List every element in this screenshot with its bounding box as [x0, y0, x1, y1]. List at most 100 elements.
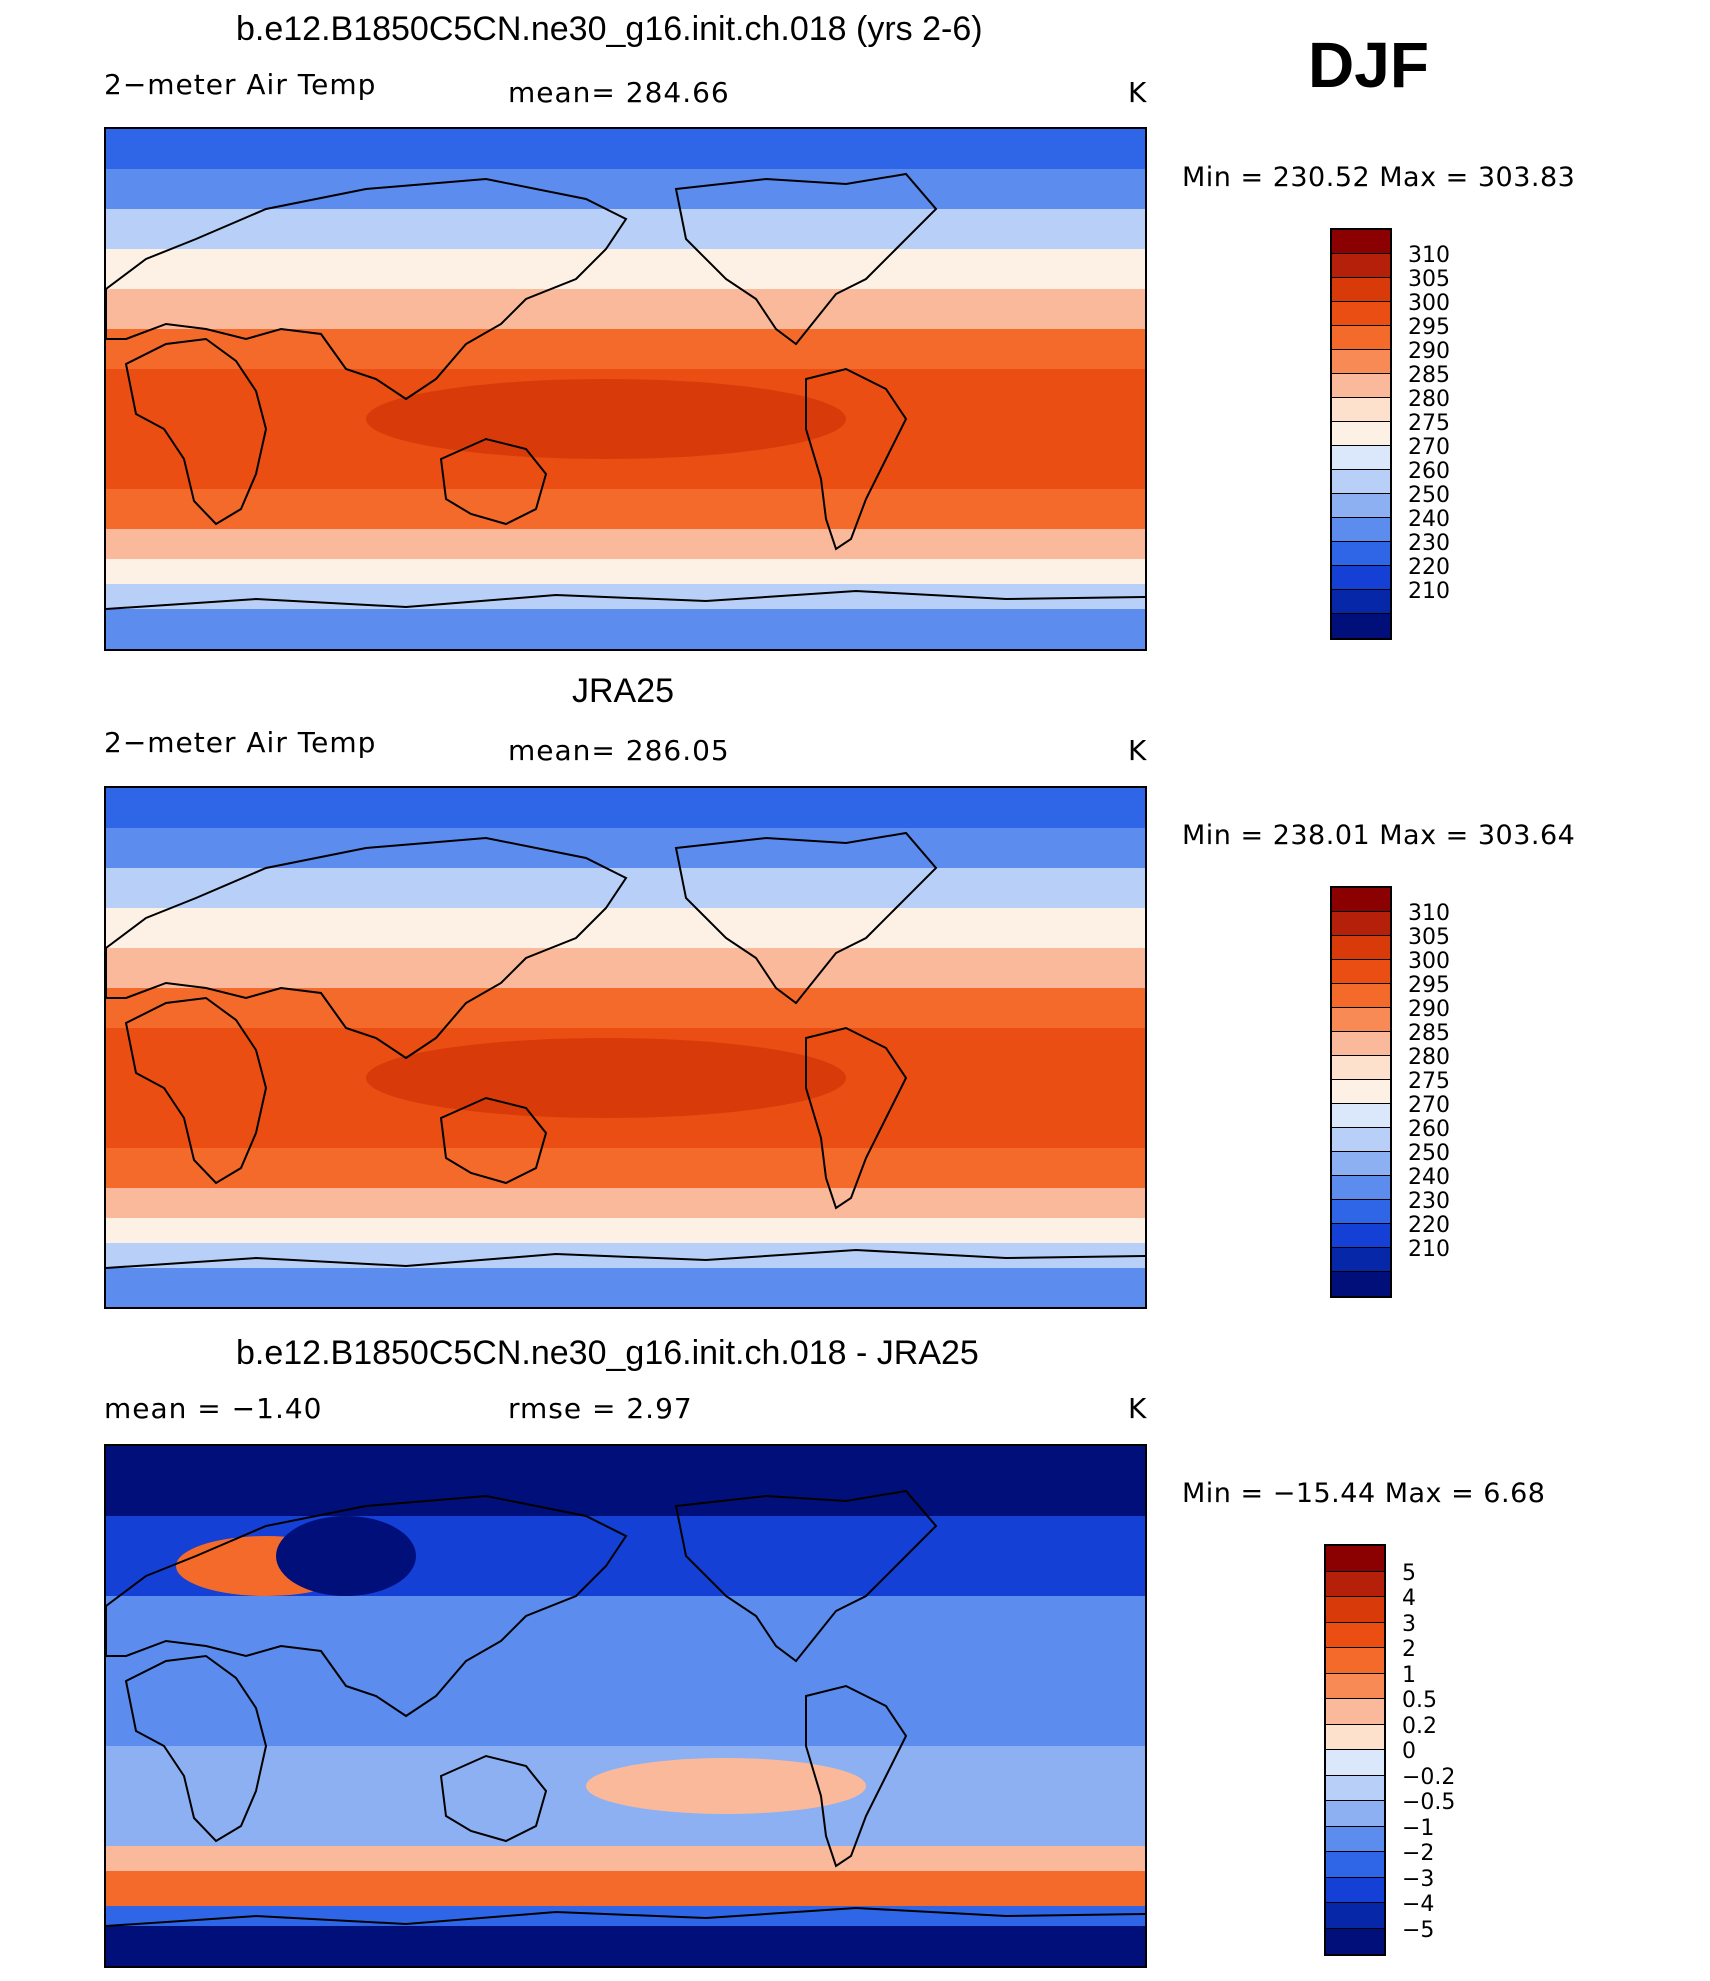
colorbar-segment [1332, 542, 1390, 566]
colorbar-segment [1332, 960, 1390, 984]
colorbar-segment [1326, 1877, 1384, 1903]
panel-1-variable: 2−meter Air Temp [104, 68, 377, 101]
temperature-band [106, 129, 1145, 169]
temperature-band [106, 559, 1145, 584]
panel-1-units: K [1128, 76, 1148, 109]
negative-anomaly [276, 1516, 416, 1596]
colorbar-segment [1332, 984, 1390, 1008]
colorbar-tick-label: 220 [1408, 555, 1450, 580]
panel-1-mean: mean= 284.66 [508, 76, 730, 109]
temperature-band [106, 1268, 1145, 1307]
panel-3-colorbar [1324, 1544, 1386, 1956]
colorbar-segment [1332, 566, 1390, 590]
colorbar-tick-label: 260 [1408, 459, 1450, 484]
panel-2-title: JRA25 [572, 672, 675, 710]
temperature-band [106, 609, 1145, 649]
colorbar-segment [1332, 1224, 1390, 1248]
colorbar-tick-label: 210 [1408, 579, 1450, 604]
colorbar-tick-label: 285 [1408, 363, 1450, 388]
season-label: DJF [1308, 29, 1429, 101]
colorbar-tick-label: −5 [1402, 1917, 1435, 1943]
colorbar-tick-label: 285 [1408, 1021, 1450, 1046]
coastline [106, 177, 628, 401]
colorbar-segment [1332, 1128, 1390, 1152]
colorbar-segment [1332, 1032, 1390, 1056]
temperature-band [106, 289, 1145, 329]
temperature-band [106, 1188, 1145, 1218]
temperature-band [106, 1148, 1145, 1188]
colorbar-segment [1332, 1176, 1390, 1200]
colorbar-segment [1326, 1622, 1384, 1648]
temperature-band [106, 1243, 1145, 1268]
colorbar-tick-label: −2 [1402, 1841, 1435, 1866]
colorbar-tick-label: 0.2 [1402, 1713, 1437, 1739]
colorbar-segment [1332, 374, 1390, 398]
colorbar-segment [1332, 936, 1390, 960]
colorbar-tick-label: 4 [1402, 1586, 1416, 1611]
panel-3-rmse: rmse = 2.97 [508, 1392, 693, 1425]
panel-3-mean: mean = −1.40 [104, 1392, 323, 1425]
coastline [106, 1906, 1145, 1927]
panel-3-map [104, 1444, 1147, 1968]
panel-1-colorbar-labels: 310 305 300 295 290 285 280 275 270 260 250 240 230 2… [1408, 228, 1488, 640]
temperature-band [106, 908, 1145, 948]
colorbar-tick-label: 2 [1402, 1637, 1416, 1662]
coastline [106, 589, 1145, 610]
colorbar-tick-label: 305 [1408, 925, 1450, 950]
coastline [106, 1494, 628, 1718]
colorbar-tick-label: 280 [1408, 1045, 1450, 1070]
colorbar-tick-label: 240 [1408, 507, 1450, 532]
temperature-band [106, 948, 1145, 988]
colorbar-tick-label: 290 [1408, 339, 1450, 364]
colorbar-segment [1332, 494, 1390, 518]
colorbar-segment [1332, 1080, 1390, 1104]
map-field [106, 1446, 1145, 1966]
coastline [674, 831, 938, 1005]
colorbar-segment [1332, 1008, 1390, 1032]
temperature-band [106, 529, 1145, 559]
panel-3-title: b.e12.B1850C5CN.ne30_g16.init.ch.018 - J… [236, 1334, 979, 1372]
colorbar-segment [1332, 230, 1390, 254]
colorbar-segment [1332, 350, 1390, 374]
colorbar-segment [1326, 1673, 1384, 1699]
panel-2-variable: 2−meter Air Temp [104, 726, 377, 759]
colorbar-segment [1332, 470, 1390, 494]
colorbar-segment [1326, 1903, 1384, 1929]
temperature-band [106, 1218, 1145, 1243]
panel-2-minmax: Min = 238.01 Max = 303.64 [1182, 820, 1576, 851]
colorbar-segment [1332, 888, 1390, 912]
colorbar-tick-label: 250 [1408, 483, 1450, 508]
temperature-band [106, 209, 1145, 249]
colorbar-segment [1332, 590, 1390, 614]
panel-1-map [104, 127, 1147, 651]
coastline [439, 1096, 548, 1185]
colorbar-segment [1332, 614, 1390, 638]
colorbar-tick-label: −4 [1402, 1892, 1435, 1917]
colorbar-segment [1332, 1056, 1390, 1080]
colorbar-segment [1332, 1272, 1390, 1296]
temperature-band [106, 584, 1145, 609]
coastline [124, 996, 268, 1185]
colorbar-tick-label: −0.2 [1402, 1764, 1456, 1790]
colorbar-segment [1332, 302, 1390, 326]
panel-3-units: K [1128, 1392, 1148, 1425]
temperature-band [106, 868, 1145, 908]
positive-anomaly [586, 1758, 866, 1814]
colorbar-tick-label: 0.5 [1402, 1688, 1437, 1713]
warm-pool [366, 379, 846, 459]
temperature-band [106, 489, 1145, 529]
colorbar-tick-label: 295 [1408, 315, 1450, 340]
map-field [106, 788, 1145, 1307]
temperature-band [106, 329, 1145, 369]
colorbar-segment [1326, 1699, 1384, 1725]
panel-2-units: K [1128, 734, 1148, 767]
panel-1-colorbar [1330, 228, 1392, 640]
coastline [805, 367, 908, 551]
colorbar-tick-label: −1 [1402, 1815, 1435, 1841]
coastline [124, 1654, 268, 1843]
colorbar-tick-label: 280 [1408, 387, 1450, 412]
panel-1-title: b.e12.B1850C5CN.ne30_g16.init.ch.018 (yr… [236, 10, 983, 48]
colorbar-segment [1332, 446, 1390, 470]
colorbar-segment [1332, 422, 1390, 446]
colorbar-segment [1332, 1200, 1390, 1224]
